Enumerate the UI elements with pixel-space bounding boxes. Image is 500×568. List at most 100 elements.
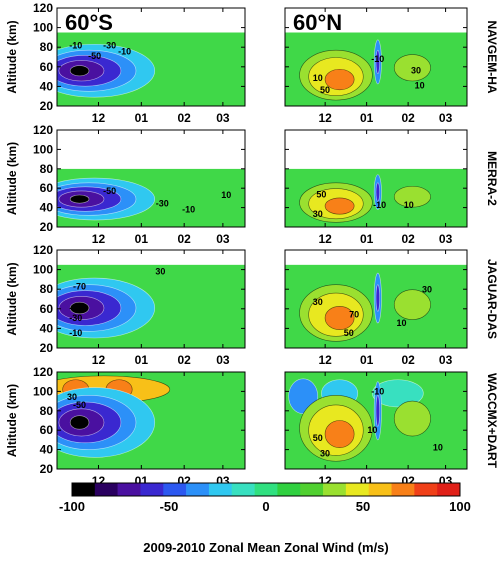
wind-region (372, 379, 424, 408)
colorbar-swatch (368, 483, 392, 496)
column-title: 60°S (65, 10, 113, 35)
x-tick-label: 02 (177, 353, 191, 367)
contour-label: 70 (349, 310, 359, 320)
y-tick-label: 60 (40, 181, 54, 195)
contour-label: -70 (73, 281, 86, 291)
y-tick-label: 20 (40, 220, 54, 234)
y-tick-label: 40 (40, 201, 54, 215)
y-tick-label: 80 (40, 282, 54, 296)
contour-label: -50 (103, 186, 116, 196)
x-tick-label: 03 (216, 232, 230, 246)
x-tick-label: 12 (92, 353, 106, 367)
y-tick-label: 100 (33, 263, 53, 277)
y-tick-label: 20 (40, 99, 54, 113)
contour-label: -10 (69, 41, 82, 51)
column-title: 60°N (293, 10, 342, 35)
contour-label: 30 (155, 266, 165, 276)
contour-label: -30 (156, 199, 169, 209)
contour-label: 30 (313, 209, 323, 219)
y-tick-label: 20 (40, 341, 54, 355)
wind-region (324, 420, 355, 448)
panel-frame (56, 7, 246, 107)
contour-label: 30 (313, 297, 323, 307)
x-tick-label: 02 (401, 353, 415, 367)
colorbar-swatch (72, 483, 96, 496)
contour-label: 30 (67, 392, 77, 402)
wind-region (393, 54, 431, 82)
x-tick-label: 03 (216, 111, 230, 125)
y-tick-label: 80 (40, 404, 54, 418)
wind-region (375, 284, 380, 312)
colorbar: -100 -50 0 50 100 2009-2010 Zonal Mean Zonal … (59, 482, 471, 555)
contour-label: 50 (320, 85, 330, 95)
x-tick-label: 02 (401, 232, 415, 246)
wind-region (375, 182, 380, 202)
y-tick-label: 60 (40, 423, 54, 437)
y-tick-label: 60 (40, 302, 54, 316)
y-tick-label: 40 (40, 443, 54, 457)
contour-label: 10 (396, 318, 406, 328)
y-axis-label: Altitude (km) (5, 20, 19, 93)
contour-label: -10 (69, 328, 82, 338)
y-tick-label: 80 (40, 40, 54, 54)
colorbar-swatch (94, 483, 118, 496)
panel-frame (284, 249, 468, 349)
colorbar-swatch (254, 483, 278, 496)
colorbar-tick-label: 100 (449, 499, 471, 514)
wind-region (69, 301, 90, 315)
contour-label: 50 (344, 328, 354, 338)
x-tick-label: 03 (439, 353, 453, 367)
panel-frame (56, 129, 246, 228)
panels-layer: -10-50-30-1060°S5010-10301060°N-50-30-10… (56, 7, 468, 470)
colorbar-tick-label: -50 (160, 499, 179, 514)
contour-label: -10 (182, 205, 195, 215)
colorbar-swatch (437, 483, 461, 496)
panel-frame (56, 371, 246, 470)
colorbar-swatch (300, 483, 324, 496)
colorbar-swatch (277, 483, 301, 496)
model-label: WACCMX+DART (485, 373, 499, 469)
wind-region (393, 185, 431, 208)
x-tick-label: 12 (318, 353, 332, 367)
panel-frame (56, 249, 246, 349)
y-tick-label: 20 (40, 462, 54, 476)
contour-label: -30 (69, 313, 82, 323)
colorbar-frame (71, 482, 461, 497)
x-tick-label: 01 (135, 353, 149, 367)
y-axis-label: Altitude (km) (5, 384, 19, 457)
contour-label: 10 (367, 425, 377, 435)
wind-region (393, 400, 431, 437)
contour-label: 10 (433, 443, 443, 453)
panel-frame (284, 129, 468, 228)
y-axis-label: Altitude (km) (5, 262, 19, 335)
panel-60N-waccmx-dart: 50 30 10 -10 10 (284, 371, 468, 470)
x-tick-label: 01 (135, 111, 149, 125)
x-tick-label: 03 (216, 353, 230, 367)
y-tick-label: 120 (33, 365, 53, 379)
colorbar-swatch (391, 483, 415, 496)
contour-label: -50 (69, 303, 82, 313)
x-tick-label: 12 (318, 232, 332, 246)
colorbar-swatch (323, 483, 347, 496)
contour-label: 30 (320, 448, 330, 458)
panel-frame (284, 7, 468, 107)
x-tick-label: 12 (92, 232, 106, 246)
colorbar-swatch (186, 483, 210, 496)
contour-label: -10 (371, 54, 384, 64)
x-tick-label: 02 (177, 232, 191, 246)
contour-label: 30 (411, 66, 421, 76)
wind-region (324, 68, 355, 91)
colorbar-tick-label: 50 (356, 499, 370, 514)
colorbar-tick-label: 0 (262, 499, 269, 514)
contour-label: -10 (371, 386, 384, 396)
y-tick-label: 40 (40, 79, 54, 93)
model-label: NAVGEM-HA (485, 20, 499, 93)
colorbar-swatch (231, 483, 255, 496)
contour-label: -30 (103, 41, 116, 51)
colorbar-swatch (163, 483, 187, 496)
panel-60N-navgem-ha: 50 10 -10 30 10 60°N (284, 7, 468, 107)
x-tick-label: 01 (360, 111, 374, 125)
y-tick-label: 80 (40, 162, 54, 176)
